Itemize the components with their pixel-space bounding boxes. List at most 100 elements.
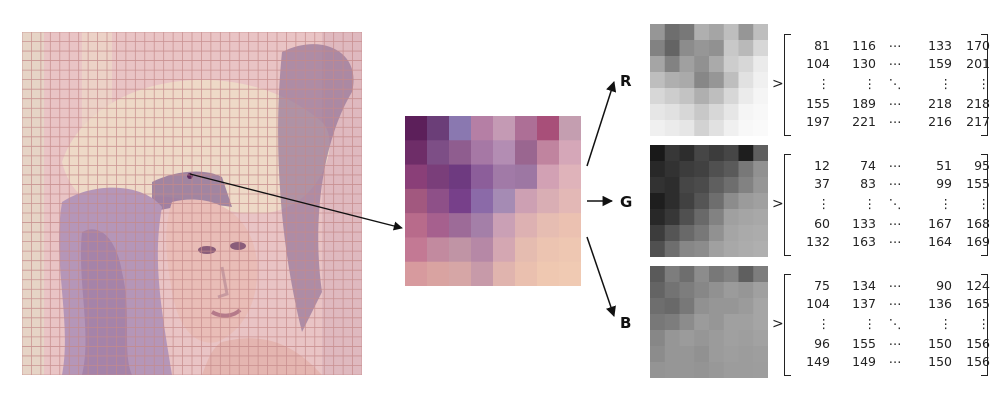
matrix-cell: 75 (814, 278, 830, 293)
channel-pixel (679, 346, 695, 363)
channel-label-b: B (620, 314, 632, 332)
channel-pixel (753, 88, 768, 105)
zoom-pixel (427, 261, 450, 286)
channel-pixel (694, 145, 710, 162)
zoom-pixel (427, 237, 450, 263)
channel-pixel (753, 104, 768, 121)
matrix-cell: 149 (806, 354, 830, 369)
channel-pixel (753, 298, 768, 315)
zoom-pixel (405, 261, 428, 286)
zoom-pixel (427, 164, 450, 190)
zoom-pixel (405, 140, 428, 166)
matrix-cell: ⋯ (888, 96, 902, 111)
zoom-pixel (537, 261, 560, 286)
channel-pixel (738, 266, 754, 283)
matrix-cell: 96 (814, 336, 830, 351)
channel-pixel (650, 161, 666, 178)
channel-pixel (679, 145, 695, 162)
zoom-pixel (493, 188, 516, 214)
matrix-cell: ⋮ (939, 76, 953, 91)
matrix-cell: ⋮ (863, 316, 877, 331)
zoom-pixel (537, 188, 560, 214)
channel-pixel (664, 362, 680, 378)
bracket-right (981, 34, 988, 136)
matrix-row: 104 130 ⋯ 159 201 (790, 56, 990, 71)
matrix-cell: ⋱ (888, 196, 902, 211)
zoom-pixel (537, 213, 560, 238)
matrix-cell: 218 (928, 96, 952, 111)
channel-pixel (694, 266, 710, 283)
channel-pixel (664, 72, 680, 89)
channel-pixel (723, 346, 739, 363)
zoom-pixel (471, 237, 494, 263)
matrix-cell: 137 (852, 296, 876, 311)
channel-pixel (650, 104, 666, 121)
zoom-pixel (515, 261, 538, 286)
channel-pixel (738, 104, 754, 121)
matrix-cell: 159 (928, 56, 952, 71)
matrix-cell: 60 (814, 216, 830, 231)
channel-pixel (738, 314, 754, 331)
channel-pixel (650, 314, 666, 331)
channel-pixel (650, 193, 666, 210)
channel-pixel (664, 88, 680, 105)
channel-pixel (723, 104, 739, 121)
channel-pixel (753, 24, 768, 41)
zoom-pixel (405, 116, 428, 141)
channel-pixel (664, 298, 680, 315)
matrix-cell: ⋱ (888, 76, 902, 91)
channel-pixel (664, 56, 680, 73)
matrix-row: 96 155 ⋯ 150 156 (790, 336, 990, 351)
channel-pixel (694, 209, 710, 226)
channel-pixel (753, 225, 768, 242)
matrix-cell: 167 (928, 216, 952, 231)
zoom-pixel (515, 188, 538, 214)
matrix-cell: 156 (966, 354, 990, 369)
bracket-left (784, 34, 791, 136)
channel-pixel (709, 40, 725, 57)
bracket-right (981, 154, 988, 256)
channel-pixel (753, 282, 768, 299)
matrix-cell: 155 (852, 336, 876, 351)
channel-pixel (753, 330, 768, 347)
channel-pixel (650, 209, 666, 226)
channel-label-r: R (620, 72, 632, 90)
channel-tile-r (650, 24, 768, 136)
zoom-pixel (471, 188, 494, 214)
channel-pixel (709, 298, 725, 315)
matrix-cell: ⋮ (817, 316, 831, 331)
zoom-pixel (515, 140, 538, 166)
channel-pixel (664, 24, 680, 41)
matrix-arrow-g: > (772, 196, 784, 212)
channel-pixel (694, 120, 710, 136)
matrix-cell: 12 (814, 158, 830, 173)
channel-pixel (738, 282, 754, 299)
zoom-pixel (515, 213, 538, 238)
channel-pixel (694, 241, 710, 257)
channel-pixel (738, 298, 754, 315)
matrix-row: 104 137 ⋯ 136 165 (790, 296, 990, 311)
matrix-row: 75 134 ⋯ 90 124 (790, 278, 990, 293)
zoom-pixel (471, 164, 494, 190)
channel-pixel (694, 314, 710, 331)
zoom-pixel (515, 237, 538, 263)
channel-pixel (679, 209, 695, 226)
matrix-cell: ⋮ (863, 196, 877, 211)
source-photo-grid (22, 32, 362, 375)
channel-pixel (694, 88, 710, 105)
matrix-cell: ⋯ (888, 158, 902, 173)
channel-pixel (709, 346, 725, 363)
channel-pixel (664, 330, 680, 347)
matrix-arrow-r: > (772, 76, 784, 92)
channel-pixel (650, 362, 666, 378)
channel-pixel (723, 314, 739, 331)
channel-pixel (679, 72, 695, 89)
channel-tile-g (650, 145, 768, 257)
channel-pixel (738, 120, 754, 136)
channel-pixel (679, 314, 695, 331)
channel-pixel (679, 120, 695, 136)
channel-pixel (694, 346, 710, 363)
zoom-pixel (493, 261, 516, 286)
zoom-pixel (471, 213, 494, 238)
channel-pixel (738, 193, 754, 210)
